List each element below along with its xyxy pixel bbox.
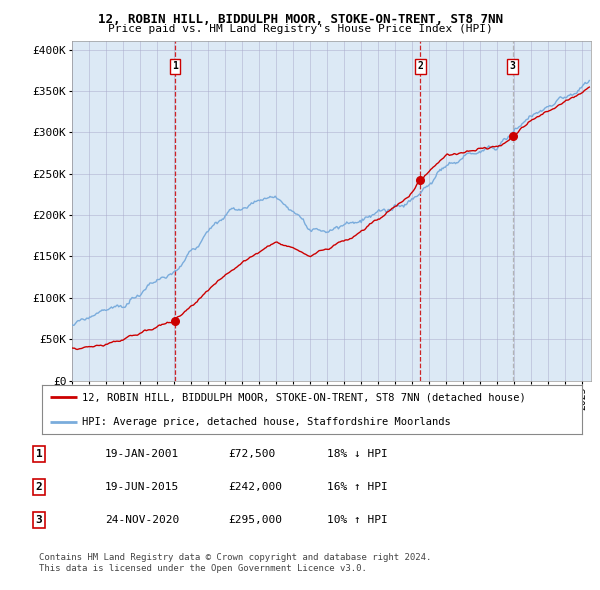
- Text: Contains HM Land Registry data © Crown copyright and database right 2024.: Contains HM Land Registry data © Crown c…: [39, 553, 431, 562]
- Text: 3: 3: [35, 516, 43, 525]
- Text: 2: 2: [35, 482, 43, 491]
- Text: 3: 3: [510, 61, 515, 71]
- Text: 1: 1: [172, 61, 178, 71]
- Text: 1: 1: [35, 450, 43, 459]
- Text: £242,000: £242,000: [228, 482, 282, 491]
- Text: HPI: Average price, detached house, Staffordshire Moorlands: HPI: Average price, detached house, Staf…: [83, 417, 451, 427]
- Text: £295,000: £295,000: [228, 516, 282, 525]
- Text: 12, ROBIN HILL, BIDDULPH MOOR, STOKE-ON-TRENT, ST8 7NN: 12, ROBIN HILL, BIDDULPH MOOR, STOKE-ON-…: [97, 13, 503, 26]
- Text: This data is licensed under the Open Government Licence v3.0.: This data is licensed under the Open Gov…: [39, 565, 367, 573]
- Text: 24-NOV-2020: 24-NOV-2020: [105, 516, 179, 525]
- Text: 19-JUN-2015: 19-JUN-2015: [105, 482, 179, 491]
- Text: 19-JAN-2001: 19-JAN-2001: [105, 450, 179, 459]
- Text: 18% ↓ HPI: 18% ↓ HPI: [327, 450, 388, 459]
- Text: 2: 2: [417, 61, 423, 71]
- Text: £72,500: £72,500: [228, 450, 275, 459]
- Text: 12, ROBIN HILL, BIDDULPH MOOR, STOKE-ON-TRENT, ST8 7NN (detached house): 12, ROBIN HILL, BIDDULPH MOOR, STOKE-ON-…: [83, 392, 526, 402]
- Text: 10% ↑ HPI: 10% ↑ HPI: [327, 516, 388, 525]
- Text: Price paid vs. HM Land Registry's House Price Index (HPI): Price paid vs. HM Land Registry's House …: [107, 24, 493, 34]
- Text: 16% ↑ HPI: 16% ↑ HPI: [327, 482, 388, 491]
